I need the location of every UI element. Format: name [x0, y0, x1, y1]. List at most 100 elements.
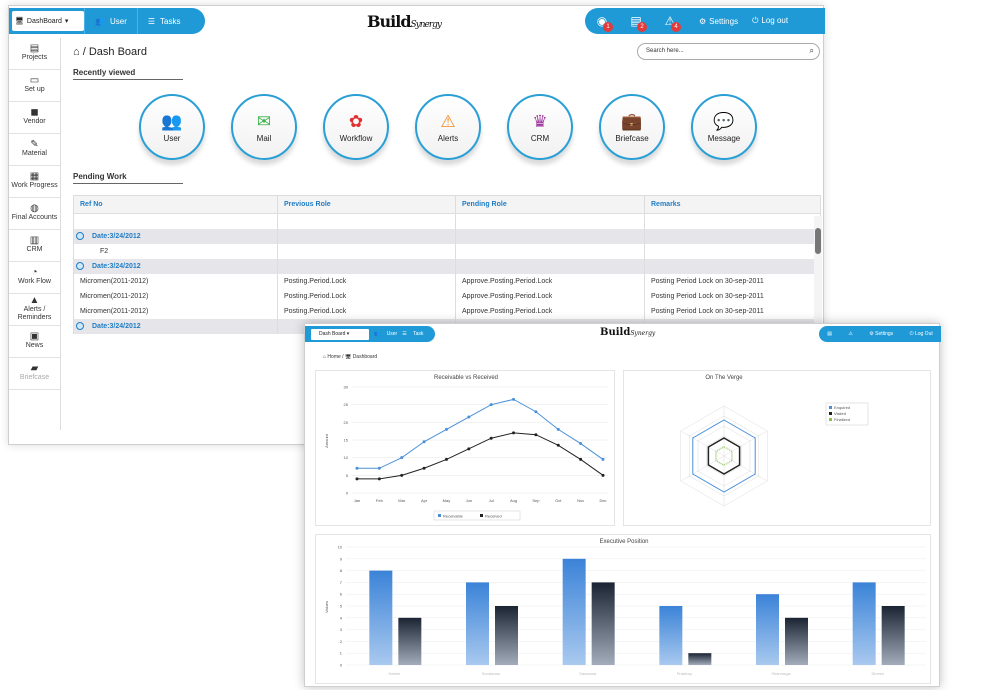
- table-cell: [455, 228, 645, 244]
- alerts-icon: ⚠: [440, 111, 456, 131]
- sidebar-item[interactable]: ✎ Material: [9, 134, 60, 166]
- left-nav-pill: Dash Board ▾ 👥 User ☰ Task: [305, 326, 435, 342]
- quick-link-workflow[interactable]: ✿ Workflow: [323, 94, 389, 160]
- sidebar-item[interactable]: ▥ CRM: [9, 230, 60, 262]
- quick-link-label: Briefcase: [615, 133, 649, 143]
- settings-link[interactable]: ⚙ Settings: [699, 17, 738, 26]
- server-icon[interactable]: ▤: [827, 331, 832, 337]
- search-input[interactable]: Search here... ⌕: [637, 43, 820, 60]
- sidebar-item[interactable]: ▲ Alerts / Reminders: [9, 294, 60, 326]
- x-tick-label: Sundaram: [482, 671, 501, 676]
- sidebar-item[interactable]: ▤ Projects: [9, 38, 60, 70]
- breadcrumb: ⌂ / Dash Board: [73, 46, 147, 58]
- globe-notification-button[interactable]: ◉ 1: [585, 8, 619, 34]
- line-chart: Receivable vs Received 0 5 10 15 20 25 30 Jan Feb…: [324, 375, 608, 521]
- quick-link-label: Workflow: [339, 133, 373, 143]
- dashboard-select[interactable]: 🖥 DashBoard ▾: [12, 11, 84, 31]
- data-point: [377, 477, 381, 481]
- data-point: [355, 477, 359, 481]
- quick-link-label: Alerts: [437, 133, 459, 143]
- expand-icon[interactable]: [76, 322, 84, 330]
- quick-link-mail[interactable]: ✉ Mail: [231, 94, 297, 160]
- radar-axis: [723, 430, 768, 457]
- server-icon: ▤: [630, 14, 642, 28]
- column-header[interactable]: Pending Role: [455, 195, 645, 214]
- quick-link-message[interactable]: 💬 Message: [691, 94, 757, 160]
- x-tick-label: May: [443, 498, 451, 503]
- chart-title: On The Verge: [705, 375, 743, 381]
- table-cell: [277, 258, 456, 274]
- bar: [756, 594, 779, 665]
- divider: [73, 183, 183, 184]
- user-icon: 👥: [161, 111, 183, 131]
- nav-user[interactable]: 👥 User: [374, 331, 398, 337]
- logout-link[interactable]: ⏻ Log Out: [909, 331, 933, 337]
- sidebar-item-label: Briefcase: [19, 374, 50, 381]
- document-icon: ▤: [29, 43, 40, 54]
- cell-text: Micromen(2011-2012): [80, 307, 149, 315]
- home-icon[interactable]: ⌂: [73, 46, 80, 58]
- quick-link-crm[interactable]: ♛ CRM: [507, 94, 573, 160]
- sidebar-item[interactable]: ◔ Work Flow: [9, 262, 60, 294]
- table-cell: [644, 243, 821, 259]
- table-row[interactable]: Micromen(2011-2012) Posting.Period.Lock Ap…: [73, 273, 821, 289]
- scroll-thumb[interactable]: [815, 228, 821, 254]
- nav-user[interactable]: 👥 User: [84, 8, 137, 34]
- legend-box: [433, 510, 521, 521]
- settings-link[interactable]: ⚙ Settings: [869, 331, 894, 337]
- quick-link-alerts[interactable]: ⚠ Alerts: [415, 94, 481, 160]
- y-tick-label: 8: [340, 568, 343, 573]
- search-icon[interactable]: ⌕: [809, 46, 814, 55]
- sidebar-item-label: Projects: [21, 54, 48, 61]
- legend-swatch: [438, 514, 441, 517]
- bar-chart-icon: ▥: [29, 235, 40, 246]
- bar: [688, 653, 712, 665]
- cell-text: Approve.Posting.Period.Lock: [462, 277, 553, 285]
- sidebar-item[interactable]: ▦ Work Progress: [9, 166, 60, 198]
- pencil-icon: ✎: [30, 139, 39, 150]
- column-header[interactable]: Remarks: [644, 195, 821, 214]
- alert-notification-button[interactable]: ⚠ 4: [653, 8, 687, 34]
- sidebar-item[interactable]: ▭ Set up: [9, 70, 60, 102]
- server-notification-button[interactable]: ▤ 2: [619, 8, 653, 34]
- table-row[interactable]: Micromen(2011-2012) Posting.Period.Lock Ap…: [73, 303, 821, 319]
- table-row[interactable]: Date:3/24/2012: [73, 228, 821, 244]
- nav-task[interactable]: ☰ Task: [402, 331, 424, 337]
- quick-link-user[interactable]: 👥 User: [139, 94, 205, 160]
- breadcrumb: ⌂ Home / 🖥 Dashboard: [323, 354, 378, 360]
- radar-chart-panel: On The Verge Enquired Visited Finalized: [623, 370, 931, 526]
- cell-text: Approve.Posting.Period.Lock: [462, 292, 553, 300]
- mail-icon: ✉: [256, 111, 272, 131]
- table-scrollbar[interactable]: [814, 216, 822, 326]
- table-row[interactable]: Date:3/24/2012: [73, 258, 821, 274]
- y-tick-label: 10: [338, 545, 343, 550]
- coins-icon: ◍: [30, 203, 39, 214]
- expand-icon[interactable]: [76, 262, 84, 270]
- table-row[interactable]: F2: [73, 243, 821, 259]
- column-header[interactable]: Ref No: [73, 195, 278, 214]
- nav-tasks[interactable]: ☰ Tasks: [136, 8, 191, 34]
- sidebar-item[interactable]: ▣ News: [9, 326, 60, 358]
- column-header[interactable]: Previous Role: [277, 195, 456, 214]
- right-nav-pill: ◉ 1 ▤ 2 ⚠ 4 ⚙ Settings ⏻ Log out: [585, 8, 825, 34]
- bar-chart: Executive Position 0 1 2 3 4 5 6 7 8 9 10 Values Hari…: [324, 539, 926, 676]
- left-nav-pill: 🖥 DashBoard ▾ 👥 User ☰ Tasks: [9, 8, 205, 34]
- alert-icon[interactable]: ⚠: [848, 331, 853, 337]
- home-icon[interactable]: ⌂: [323, 354, 327, 360]
- monitor-icon: 🖥: [344, 354, 352, 360]
- quick-link-briefcase[interactable]: 💼 Briefcase: [599, 94, 665, 160]
- expand-icon[interactable]: [76, 232, 84, 240]
- radar-axis: [680, 455, 725, 482]
- data-point: [601, 457, 605, 461]
- sidebar-item[interactable]: ▰ Briefcase: [9, 358, 60, 390]
- sidebar-item[interactable]: ◼ Vendor: [9, 102, 60, 134]
- sidebar-item[interactable]: ◍ Final Accounts: [9, 198, 60, 230]
- table-row[interactable]: Micromen(2011-2012) Posting.Period.Lock Ap…: [73, 288, 821, 304]
- gear-icon: ⚙: [699, 16, 707, 26]
- legend-label: Received: [485, 514, 502, 519]
- table-row[interactable]: [73, 213, 821, 229]
- x-tick-label: Dinesh: [871, 671, 883, 676]
- logout-link[interactable]: ⏻ Log out: [752, 16, 788, 26]
- dashboard-select[interactable]: Dash Board ▾: [311, 328, 369, 340]
